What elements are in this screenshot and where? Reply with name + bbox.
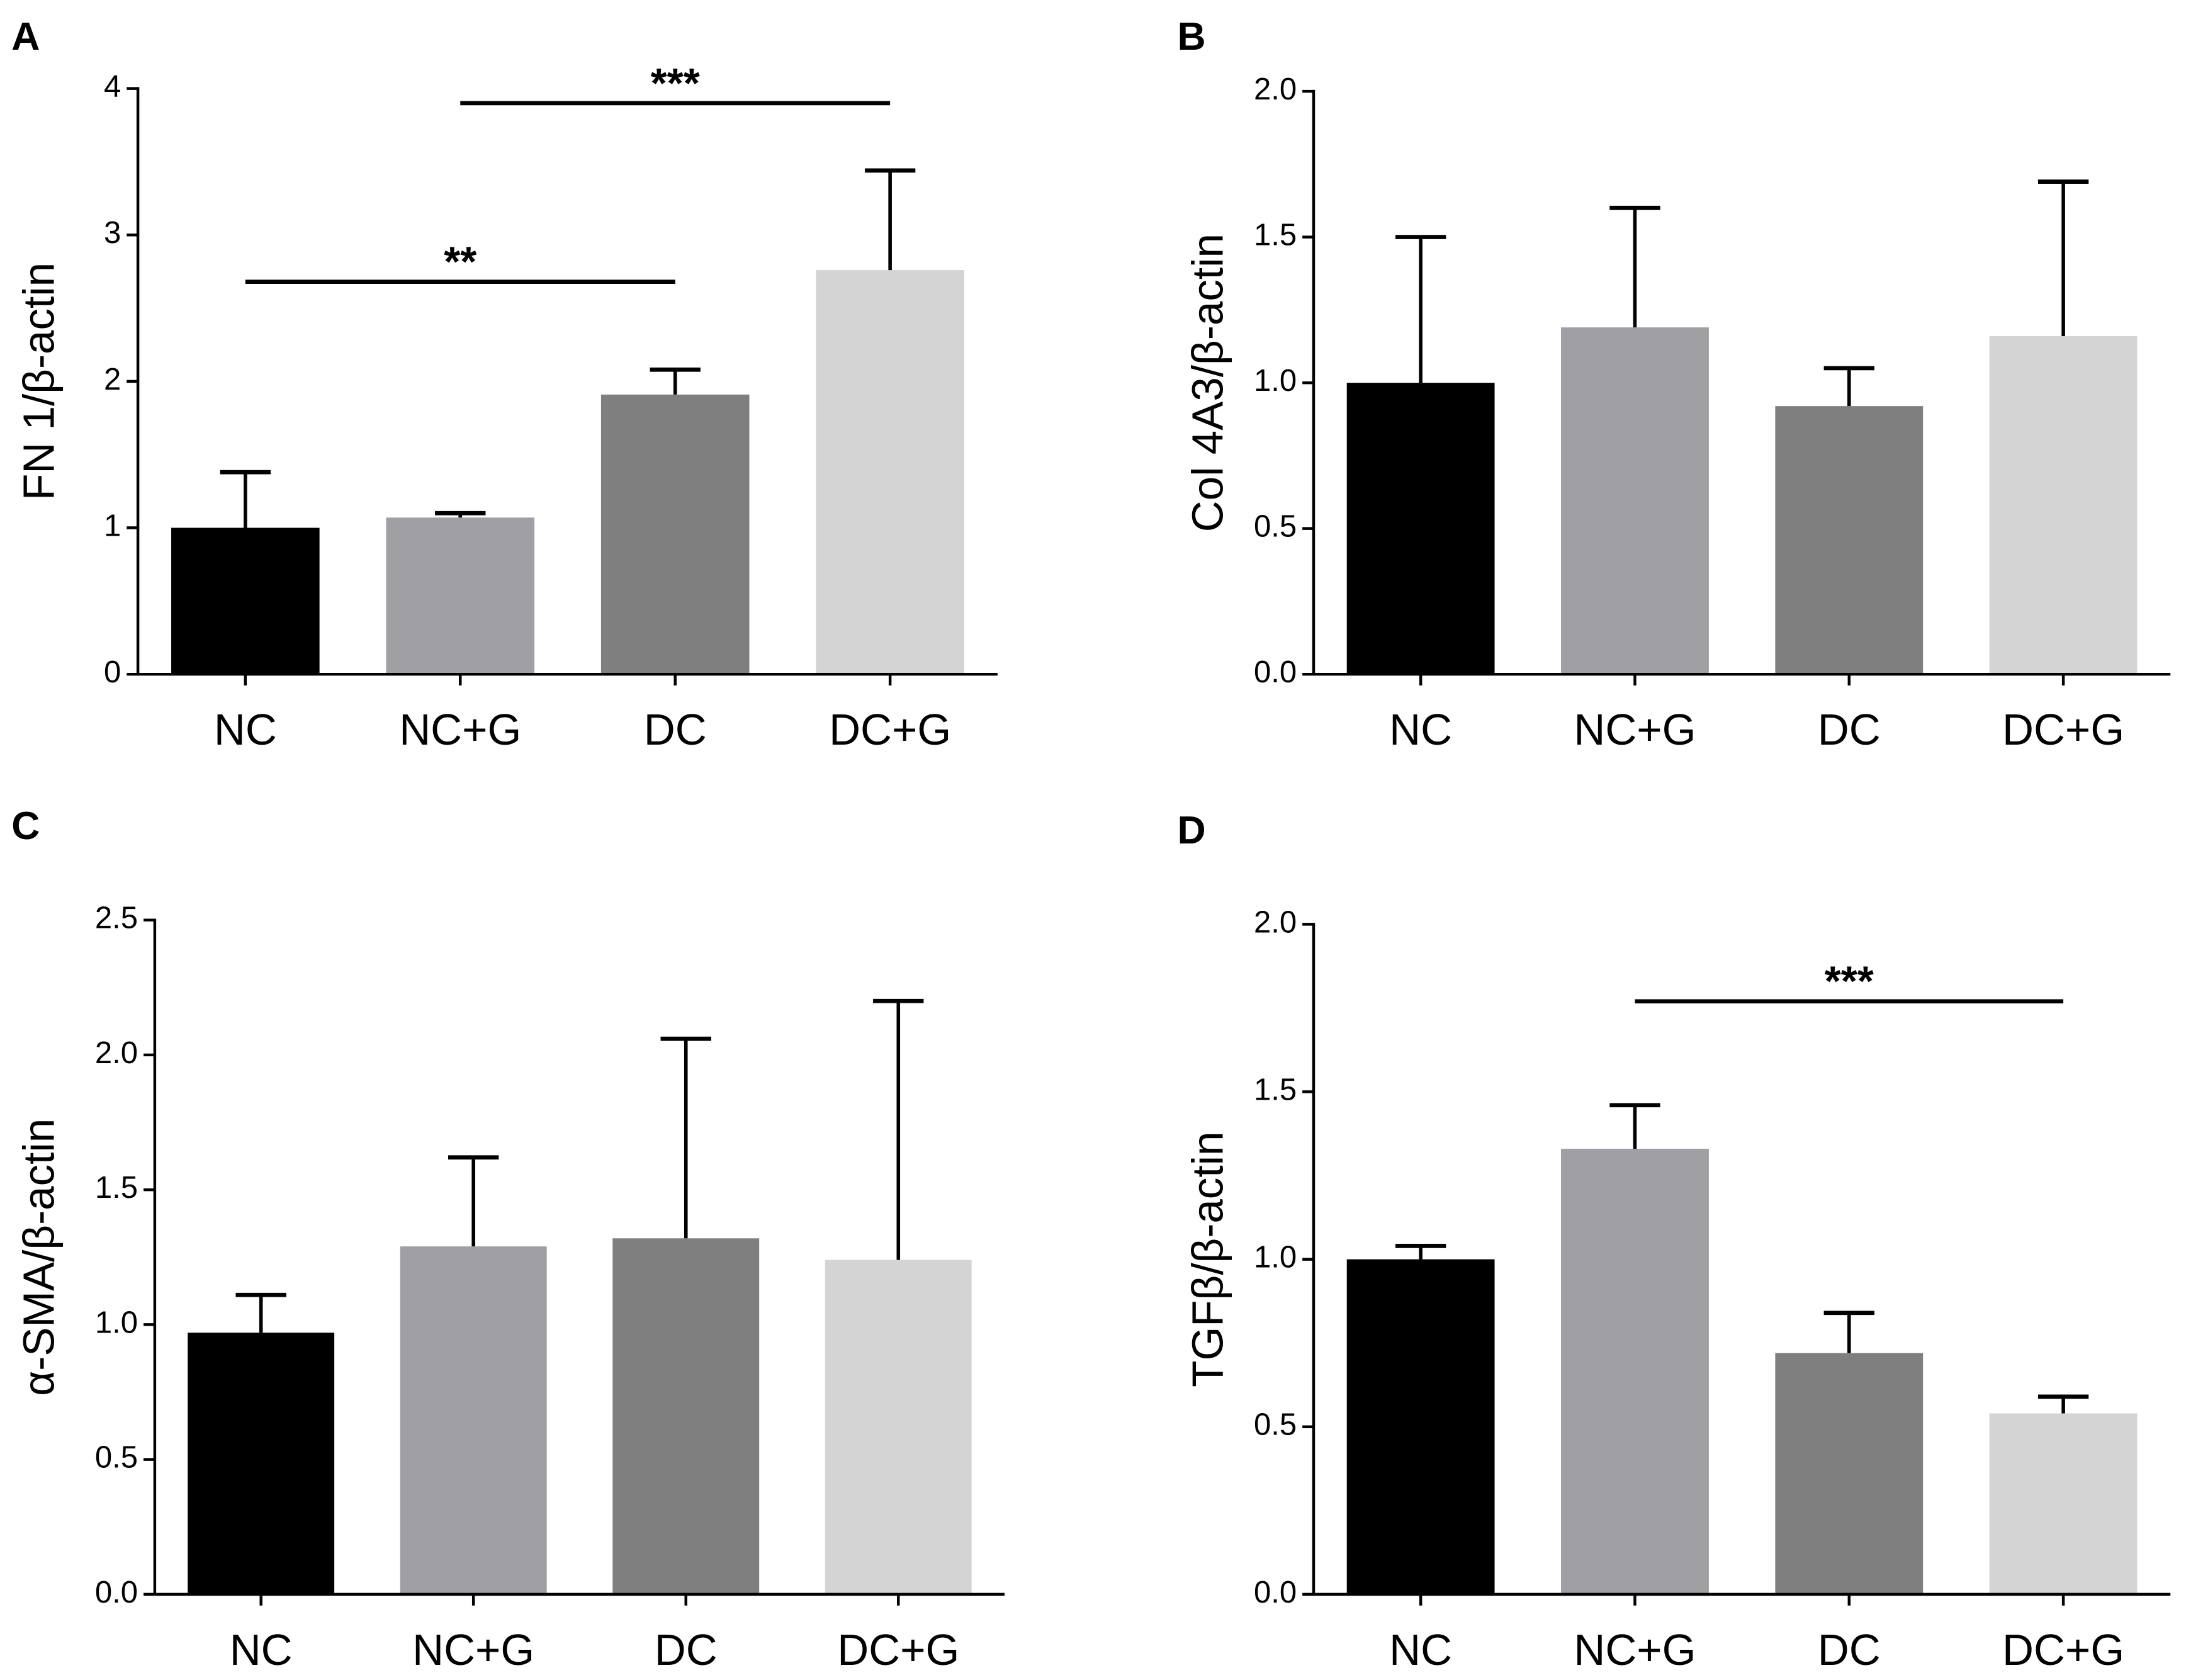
bar: [825, 1260, 972, 1594]
bar: [400, 1246, 547, 1594]
y-tick-label: 1.5: [1254, 1073, 1297, 1107]
y-tick-label: 1.5: [1254, 218, 1297, 252]
bar: [1989, 336, 2138, 675]
y-axis-label: Col 4A3/β-actin: [1183, 234, 1232, 532]
x-tick-label: NC: [230, 1625, 293, 1674]
y-tick-label: 3: [104, 216, 121, 250]
x-tick-label: DC: [644, 705, 707, 754]
x-tick-label: NC: [1389, 1625, 1452, 1674]
y-tick-label: 0.5: [1254, 510, 1297, 544]
y-tick-label: 2.0: [1254, 905, 1297, 939]
x-tick-label: NC+G: [412, 1625, 534, 1674]
y-axis-label: α-SMA/β-actin: [14, 1119, 64, 1396]
bar: [1775, 1353, 1924, 1594]
x-tick-label: DC+G: [829, 705, 951, 754]
x-tick-label: DC: [1818, 705, 1881, 754]
y-tick-label: 0.0: [95, 1576, 138, 1610]
y-tick-label: 1.0: [95, 1305, 138, 1339]
bar: [1989, 1413, 2138, 1594]
x-tick-label: DC+G: [2002, 1625, 2124, 1674]
y-axis-label: FN 1/β-actin: [14, 262, 64, 500]
y-tick-label: 2.5: [95, 901, 138, 935]
bar: [600, 394, 750, 675]
bar: [1561, 1148, 1709, 1594]
y-axis-label: TGFβ/β-actin: [1183, 1132, 1232, 1387]
panel-label: A: [11, 14, 40, 59]
bar: [816, 270, 964, 675]
y-tick-label: 0.5: [95, 1441, 138, 1475]
y-tick-label: 2.0: [1254, 72, 1297, 106]
significance-label: ***: [1825, 958, 1874, 1005]
y-tick-label: 1.0: [1254, 364, 1297, 398]
panel-label: B: [1178, 14, 1206, 59]
y-tick-label: 0.0: [1254, 655, 1297, 689]
x-tick-label: NC: [214, 705, 277, 754]
y-tick-label: 1.5: [95, 1171, 138, 1205]
bar: [188, 1333, 335, 1594]
significance-label: **: [444, 239, 476, 286]
x-tick-label: DC+G: [2002, 705, 2124, 754]
y-tick-label: 1: [104, 509, 121, 543]
bar: [1561, 327, 1709, 675]
x-tick-label: DC: [655, 1625, 718, 1674]
y-tick-label: 0.5: [1254, 1408, 1297, 1442]
bar: [1346, 383, 1495, 675]
bar: [1775, 406, 1924, 675]
y-tick-label: 0.0: [1254, 1576, 1297, 1610]
y-tick-label: 0: [104, 655, 121, 689]
x-tick-label: NC+G: [1574, 1625, 1696, 1674]
x-tick-label: NC+G: [399, 705, 521, 754]
y-tick-label: 4: [104, 70, 121, 104]
y-tick-label: 2: [104, 363, 121, 397]
bar: [612, 1238, 760, 1594]
panel-label: D: [1178, 808, 1206, 852]
x-tick-label: NC+G: [1574, 705, 1696, 754]
panel-label: C: [11, 804, 40, 848]
y-tick-label: 1.0: [1254, 1241, 1297, 1275]
bar: [1346, 1259, 1495, 1594]
x-tick-label: NC: [1389, 705, 1452, 754]
significance-label: ***: [651, 60, 700, 107]
bar: [386, 517, 535, 675]
y-tick-label: 2.0: [95, 1036, 138, 1070]
bar: [171, 527, 320, 675]
x-tick-label: DC: [1818, 1625, 1881, 1674]
x-tick-label: DC+G: [837, 1625, 959, 1674]
